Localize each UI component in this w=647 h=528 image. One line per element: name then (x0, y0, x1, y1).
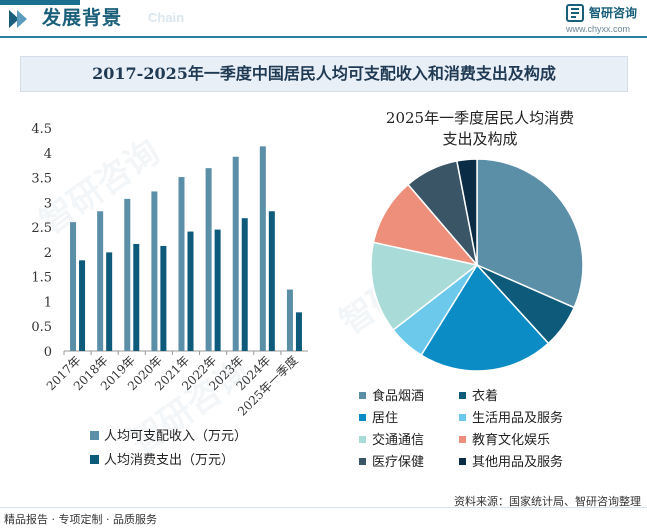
y-tick-label: 3 (44, 196, 52, 211)
header-rule (0, 36, 647, 38)
pie-legend-label: 衣着 (472, 388, 498, 404)
income-bar (70, 222, 77, 351)
brand-url: www.chyxx.com (566, 24, 631, 34)
footer-tagline: 精品报告 · 专项定制 · 品质服务 (4, 513, 157, 526)
y-tick-label: 0 (44, 345, 52, 360)
consumption-bar (214, 229, 221, 351)
brand-name: 智研咨询 (589, 6, 638, 20)
consumption-bar (241, 218, 248, 351)
pie-legend-swatch (459, 458, 466, 465)
income-bar (97, 211, 104, 351)
source-note: 资料来源：国家统计局、智研咨询整理 (454, 495, 641, 508)
chart-title: 2017-2025年一季度中国居民人均可支配收入和消费支出及构成 (92, 64, 556, 83)
y-tick-label: 4.5 (31, 122, 52, 137)
chart-title-box: 2017-2025年一季度中国居民人均可支配收入和消费支出及构成 (20, 56, 628, 92)
pie-slice (420, 263, 550, 372)
y-tick-label: 1 (44, 295, 52, 310)
bar-chart: 00.511.522.533.544.52017年2018年2019年2020年… (31, 122, 308, 468)
income-bar (151, 191, 158, 351)
income-bar (178, 177, 185, 351)
pie-legend-label: 其他用品及服务 (472, 454, 563, 470)
y-tick-label: 1.5 (31, 271, 52, 286)
income-bar (205, 168, 212, 351)
income-bar (286, 289, 293, 351)
income-bar (259, 146, 266, 351)
pie-legend-swatch (359, 436, 366, 443)
legend-label: 人均可支配收入（万元） (104, 429, 247, 444)
brand-logo-icon (566, 4, 584, 22)
legend-label: 人均消费支出（万元） (104, 453, 234, 468)
section-subtitle: Chain (148, 10, 185, 25)
pie-legend-label: 教育文化娱乐 (472, 432, 550, 448)
pie-legend-swatch (359, 458, 366, 465)
consumption-bar (79, 260, 86, 351)
income-bar (124, 198, 131, 351)
y-tick-label: 2.5 (31, 221, 52, 236)
income-bar (232, 156, 239, 351)
header-accent (0, 0, 80, 5)
pie-legend-label: 交通通信 (372, 432, 424, 448)
legend-swatch (90, 455, 99, 464)
pie-slice (370, 241, 479, 331)
consumption-bar (187, 231, 194, 351)
header-bar: 发展背景 Chain 智研咨询 www.chyxx.com (0, 0, 647, 36)
pie-legend-swatch (459, 392, 466, 399)
pie-title-line-1: 2025年一季度居民人均消费 (385, 109, 575, 127)
pie-legend-label: 生活用品及服务 (472, 410, 563, 426)
y-tick-label: 2 (44, 246, 52, 261)
pie-chart-title: 2025年一季度居民人均消费 支出及构成 (345, 108, 615, 150)
consumption-bar (160, 245, 167, 351)
pie-legend-label: 居住 (372, 411, 398, 426)
y-tick-label: 4 (44, 147, 52, 162)
pie-legend-swatch (359, 392, 366, 399)
consumption-bar (106, 252, 113, 351)
pie-legend-swatch (459, 414, 466, 421)
consumption-bar (268, 211, 275, 351)
y-tick-label: 3.5 (31, 172, 52, 187)
y-tick-label: 0.5 (31, 320, 52, 335)
pie-slice (476, 158, 584, 309)
pie-title-line-2: 支出及构成 (442, 130, 518, 148)
pie-legend-swatch (459, 436, 466, 443)
section-title: 发展背景 (42, 7, 123, 29)
pie-legend-swatch (359, 414, 366, 421)
consumption-bar (133, 243, 140, 351)
pie-legend-label: 医疗保健 (372, 455, 424, 470)
pie-legend-label: 食品烟酒 (372, 388, 424, 404)
pie-slice (456, 158, 478, 266)
section-arrow-icon (9, 10, 27, 28)
footer: 精品报告 · 专项定制 · 品质服务 资料来源：国家统计局、智研咨询整理 (0, 495, 647, 528)
legend-swatch (90, 431, 99, 440)
consumption-bar (295, 312, 302, 351)
